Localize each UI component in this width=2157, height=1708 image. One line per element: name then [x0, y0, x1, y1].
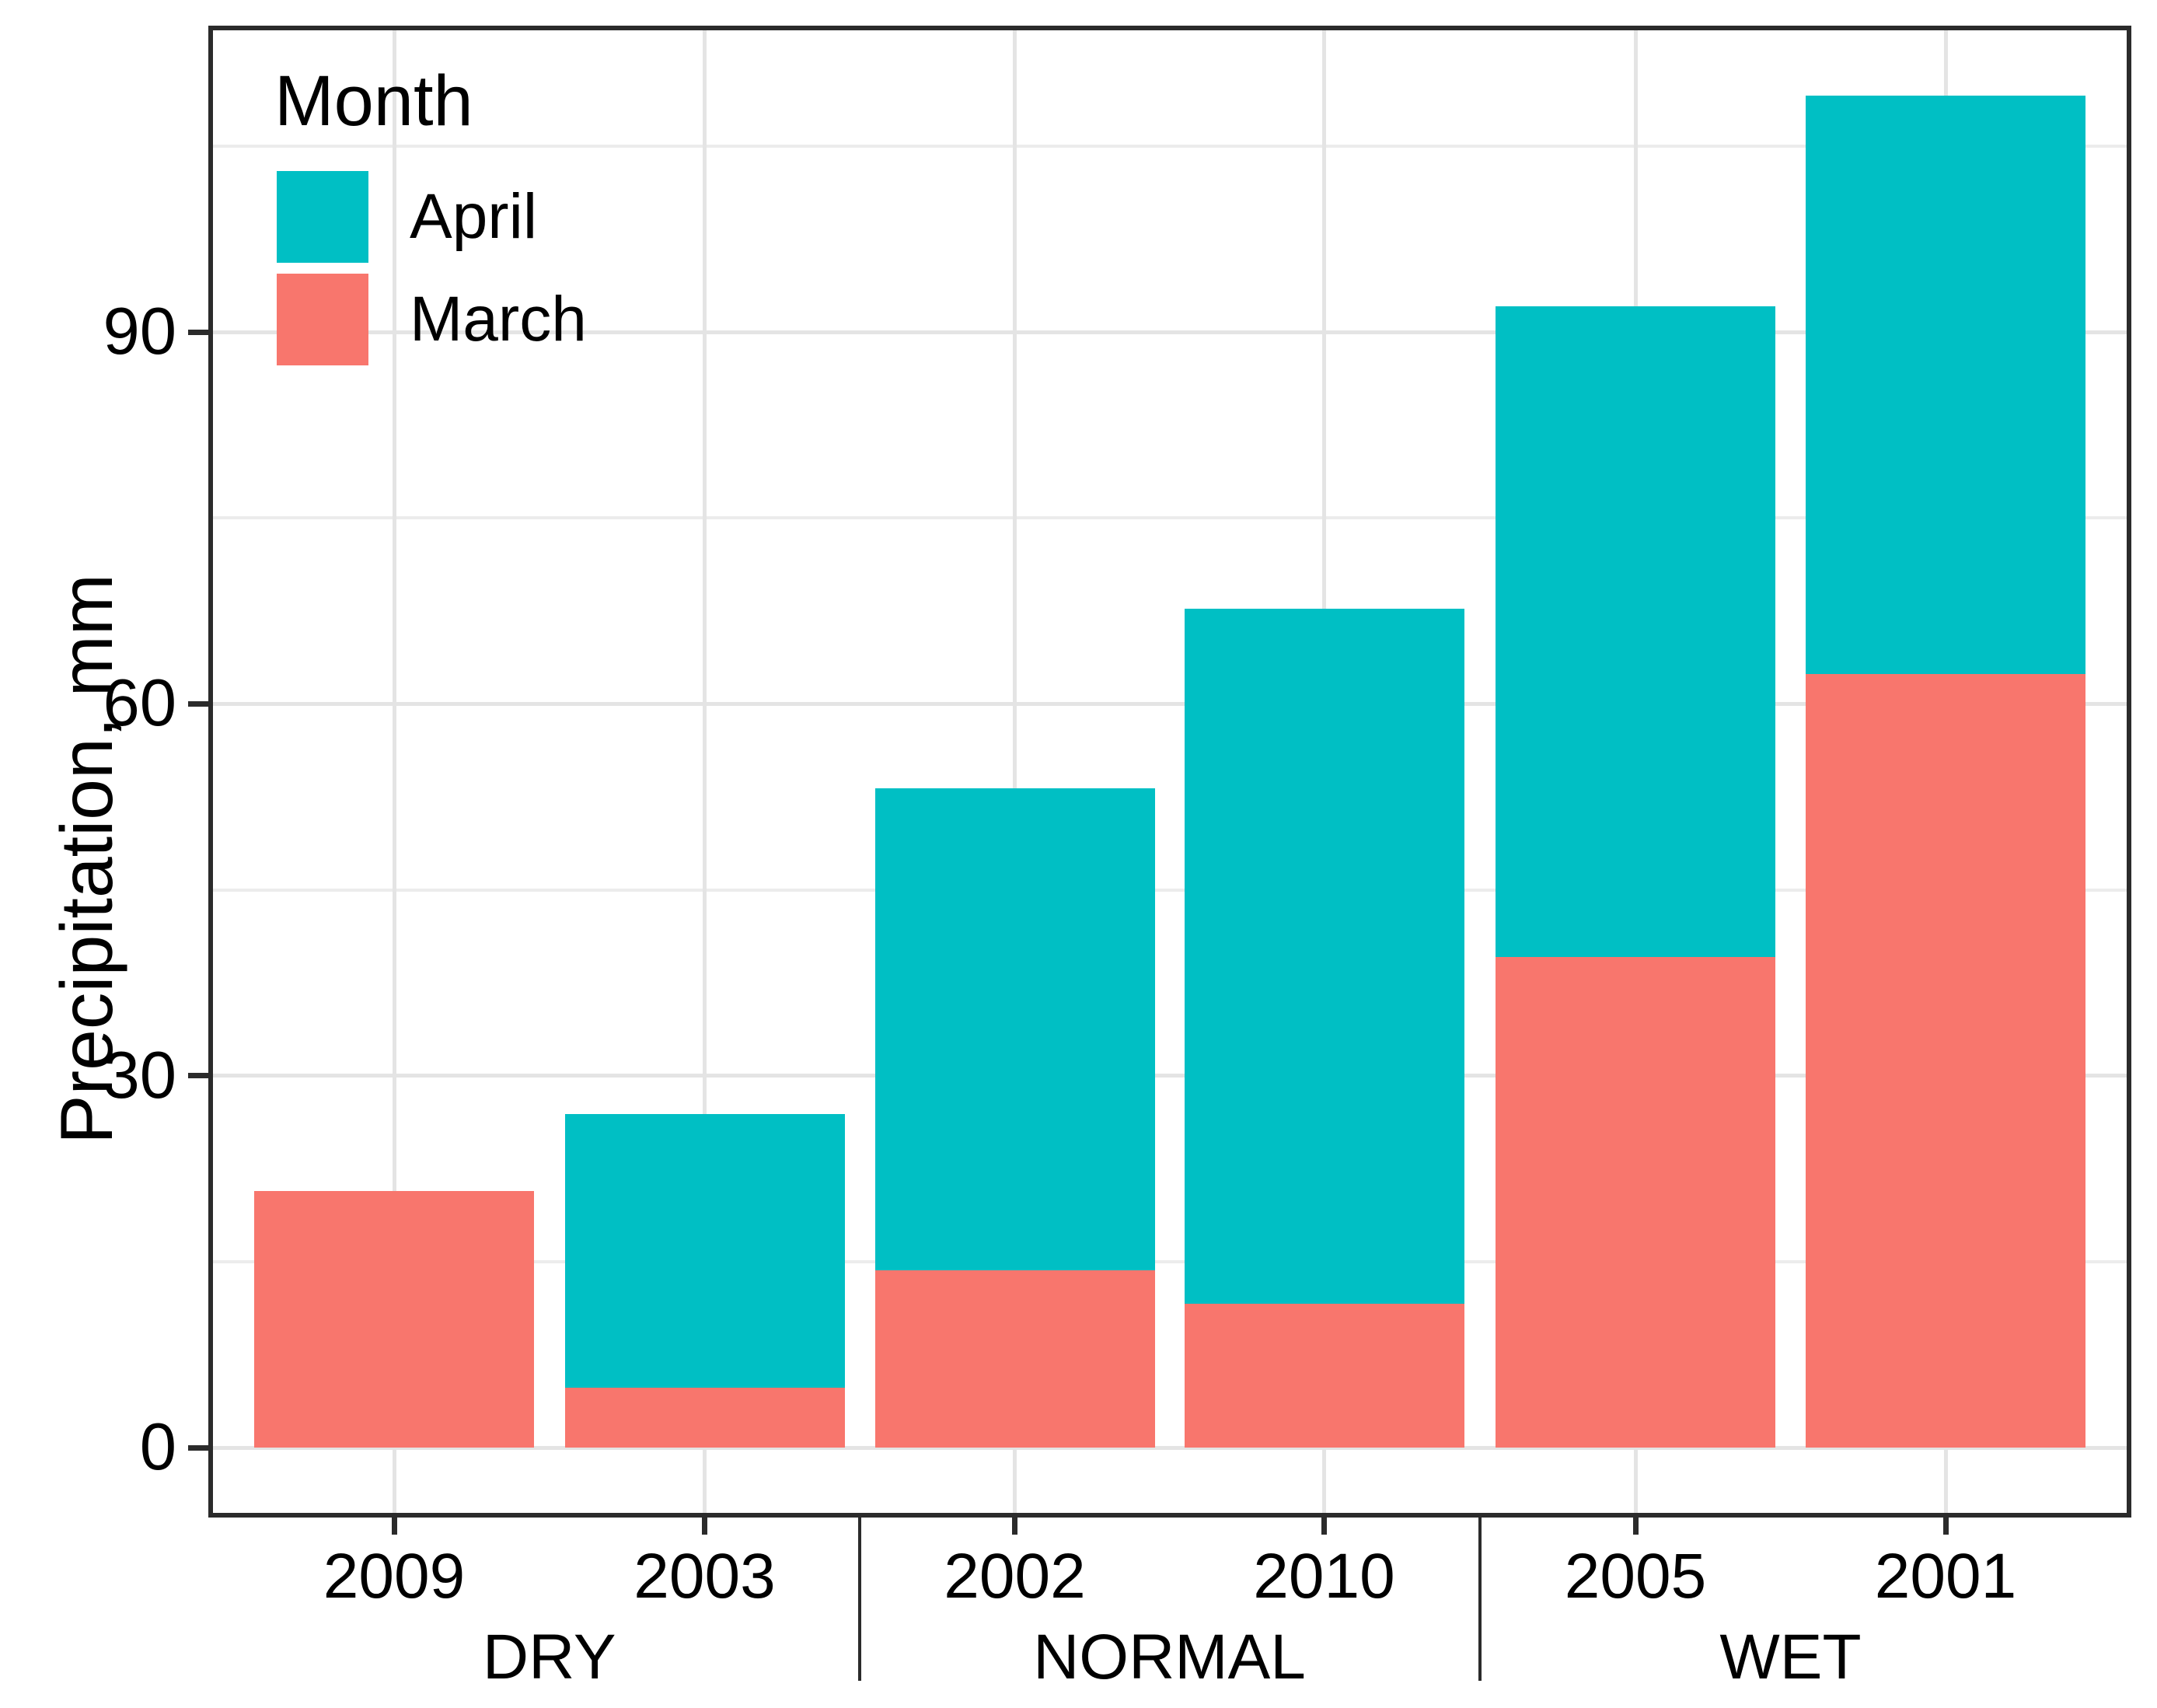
gridline-x-2002 [1013, 30, 1017, 1513]
x-tick-2001 [1942, 1518, 1949, 1535]
legend-title: Month [274, 61, 473, 141]
gridline-minor-y-75 [213, 516, 2127, 520]
x-tick-label-2003: 2003 [633, 1541, 776, 1612]
legend-label-april: April [410, 181, 538, 252]
gridline-major-y-60 [213, 701, 2127, 706]
gridline-major-y-30 [213, 1074, 2127, 1078]
legend-swatch-april [277, 171, 368, 263]
bar-segment-march-2002 [874, 1270, 1155, 1448]
group-divider-2 [1478, 1518, 1482, 1681]
x-tick-label-2009: 2009 [323, 1541, 466, 1612]
bar-segment-march-2010 [1184, 1304, 1464, 1448]
bar-segment-april-2005 [1496, 306, 1775, 957]
group-divider-1 [858, 1518, 861, 1681]
group-label-normal: NORMAL [1033, 1622, 1306, 1692]
x-tick-2010 [1321, 1518, 1327, 1535]
group-label-dry: DRY [482, 1622, 616, 1692]
bar-segment-march-2003 [564, 1388, 845, 1448]
y-tick-label-60: 60 [103, 666, 176, 741]
gridline-x-2003 [703, 30, 707, 1513]
gridline-minor-y-45 [213, 888, 2127, 892]
x-tick-label-2010: 2010 [1253, 1541, 1395, 1612]
bar-segment-april-2002 [874, 788, 1155, 1270]
group-label-wet: WET [1719, 1622, 1862, 1692]
y-tick-label-30: 30 [103, 1038, 176, 1112]
y-axis-title: Precipitation, mm [46, 574, 128, 1144]
x-tick-label-2002: 2002 [944, 1541, 1086, 1612]
legend-label-march: March [410, 284, 587, 355]
x-tick-2002 [1012, 1518, 1017, 1535]
y-tick-label-0: 0 [139, 1410, 176, 1484]
y-tick-60 [188, 700, 208, 707]
y-tick-label-90: 90 [103, 295, 176, 369]
x-tick-label-2005: 2005 [1564, 1541, 1707, 1612]
bar-segment-march-2005 [1496, 956, 1775, 1448]
gridline-x-2009 [392, 30, 396, 1513]
x-tick-2005 [1632, 1518, 1639, 1535]
y-tick-90 [188, 329, 208, 335]
bar-segment-march-2001 [1806, 674, 2085, 1448]
legend-swatch-march [277, 274, 368, 365]
bar-segment-april-2003 [564, 1114, 845, 1388]
bar-segment-april-2001 [1806, 95, 2085, 675]
x-tick-2003 [702, 1518, 707, 1535]
y-tick-0 [188, 1444, 208, 1451]
y-tick-30 [188, 1073, 208, 1079]
gridline-minor-y-15 [213, 1259, 2127, 1263]
gridline-minor-y-105 [213, 144, 2127, 148]
bar-segment-april-2010 [1184, 608, 1464, 1305]
gridline-major-y-0 [213, 1445, 2127, 1450]
bar-segment-march-2009 [254, 1190, 534, 1448]
x-tick-2009 [391, 1518, 397, 1535]
gridline-major-y-90 [213, 330, 2127, 334]
x-tick-label-2001: 2001 [1874, 1541, 2017, 1612]
